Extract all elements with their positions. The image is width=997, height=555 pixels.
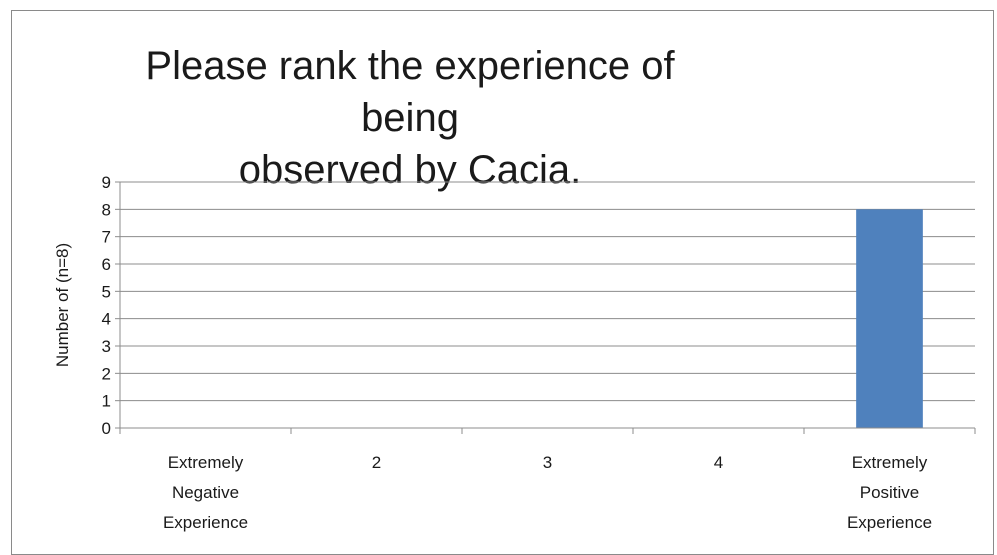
y-tick-label-0: 0 xyxy=(102,419,111,438)
chart-title: Please rank the experience of being obse… xyxy=(145,44,675,192)
tick-labels: 0 1 2 3 4 5 6 7 8 9 Extremely Negative Experience 2 3 4… xyxy=(102,173,933,532)
gridlines xyxy=(120,181,975,402)
x-tick-label-1: 2 xyxy=(372,453,381,472)
bars xyxy=(856,209,923,428)
y-tick-label-3: 3 xyxy=(102,337,111,356)
y-tick-label-7: 7 xyxy=(102,228,111,247)
y-tick-label-5: 5 xyxy=(102,282,111,301)
x-tick-label-4: Extremely Positive Experience xyxy=(847,453,932,532)
y-tick-label-1: 1 xyxy=(102,392,111,411)
y-tick-label-9: 9 xyxy=(102,173,111,192)
y-axis-label: Number of (n=8) xyxy=(53,243,72,367)
bar-4 xyxy=(856,209,923,428)
y-tick-label-4: 4 xyxy=(102,310,111,329)
y-tick-label-2: 2 xyxy=(102,364,111,383)
y-tick-label-8: 8 xyxy=(102,200,111,219)
x-tick-label-3: 4 xyxy=(714,453,723,472)
y-tick-label-6: 6 xyxy=(102,255,111,274)
axes xyxy=(115,181,976,434)
x-tick-label-2: 3 xyxy=(543,453,552,472)
chart-frame xyxy=(11,10,994,555)
x-tick-label-0: Extremely Negative Experience xyxy=(163,453,248,532)
